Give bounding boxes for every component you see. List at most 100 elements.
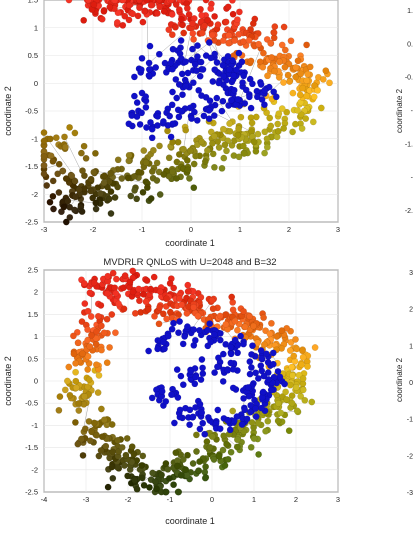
data-point-blue: [219, 350, 227, 358]
data-point-blue: [213, 94, 221, 102]
data-point: [282, 388, 289, 396]
data-point: [92, 149, 99, 157]
data-point-blue: [192, 373, 200, 381]
data-point-blue: [234, 349, 241, 357]
data-point: [310, 93, 318, 101]
y-tick-label: 0.5: [28, 354, 38, 363]
data-point: [130, 173, 138, 180]
y-tick-label: -2: [31, 465, 38, 474]
data-point: [236, 8, 243, 16]
data-point: [163, 295, 170, 303]
data-point: [288, 363, 296, 371]
data-point: [172, 449, 180, 457]
partial-y-tick-label: -2.: [405, 208, 413, 215]
data-point: [278, 105, 286, 112]
data-point: [273, 133, 281, 141]
data-point-blue: [194, 42, 201, 49]
data-point: [176, 295, 183, 302]
scatter-points-2: [55, 267, 319, 496]
data-point-blue: [219, 97, 227, 105]
data-point-blue: [205, 39, 213, 46]
data-point-blue: [263, 350, 270, 358]
partial-y-tick-label: -2: [407, 453, 413, 460]
data-point: [218, 164, 226, 172]
data-point-blue: [216, 425, 224, 433]
data-point: [308, 398, 316, 406]
data-point: [223, 147, 230, 155]
data-point: [72, 384, 80, 392]
data-point-blue: [191, 61, 199, 68]
data-point-blue: [206, 320, 214, 328]
data-point-blue: [205, 107, 213, 114]
data-point-blue: [169, 88, 176, 96]
data-point: [164, 127, 171, 135]
data-point-blue: [142, 93, 150, 100]
data-point: [241, 323, 249, 331]
data-point-blue: [220, 72, 227, 80]
data-point: [259, 63, 267, 71]
data-point: [85, 376, 93, 383]
data-point-blue: [191, 380, 199, 388]
x-tick-label: 3: [336, 225, 340, 234]
data-point: [209, 150, 217, 158]
data-point: [159, 310, 167, 318]
data-point: [94, 389, 102, 396]
data-point-blue: [247, 408, 254, 416]
data-point: [75, 407, 83, 414]
x-tick-label: -3: [41, 225, 48, 234]
data-point: [267, 39, 275, 47]
data-point: [121, 272, 129, 279]
data-point: [180, 145, 187, 153]
data-point-blue: [225, 102, 232, 109]
data-point-blue: [194, 53, 201, 60]
data-point: [202, 0, 210, 4]
data-point: [231, 37, 239, 44]
data-point: [81, 425, 89, 433]
data-point-blue: [187, 368, 195, 375]
data-point-blue: [241, 100, 249, 107]
data-point: [72, 377, 80, 385]
data-point-blue: [148, 125, 156, 133]
partial-y-tick-label: -: [411, 108, 414, 115]
data-point: [55, 406, 63, 414]
data-point: [61, 386, 69, 394]
y-tick-label: -1.5: [25, 162, 38, 171]
data-point: [225, 32, 233, 39]
data-point-blue: [215, 354, 222, 362]
data-point: [216, 312, 224, 320]
data-point-blue: [227, 350, 235, 358]
data-point: [209, 305, 217, 313]
data-point-blue: [272, 93, 280, 101]
data-point: [296, 91, 304, 99]
data-point: [156, 142, 163, 150]
data-point: [172, 23, 179, 31]
data-point: [98, 15, 106, 23]
data-point: [100, 416, 108, 424]
data-point: [156, 288, 164, 295]
data-point: [263, 135, 271, 143]
data-point: [146, 484, 153, 491]
data-point: [311, 344, 319, 351]
data-point: [151, 312, 158, 320]
data-point: [162, 460, 170, 467]
data-point-blue: [252, 413, 260, 420]
data-point: [164, 465, 172, 473]
data-point: [229, 10, 237, 18]
data-point: [210, 132, 218, 140]
data-point: [82, 154, 90, 162]
data-point-blue: [224, 52, 232, 60]
data-point: [201, 22, 208, 30]
data-point: [128, 443, 136, 451]
data-point-blue: [181, 333, 188, 340]
data-point: [226, 127, 234, 135]
data-point-blue: [168, 101, 176, 109]
data-point-blue: [224, 366, 232, 374]
data-point-blue: [205, 414, 212, 421]
data-point: [297, 70, 305, 78]
partial-y-tick-label: 0: [409, 380, 413, 387]
data-point: [322, 67, 330, 75]
data-point-blue: [176, 318, 183, 325]
data-point: [326, 79, 333, 87]
data-point-blue: [234, 95, 242, 103]
data-point: [194, 312, 202, 320]
